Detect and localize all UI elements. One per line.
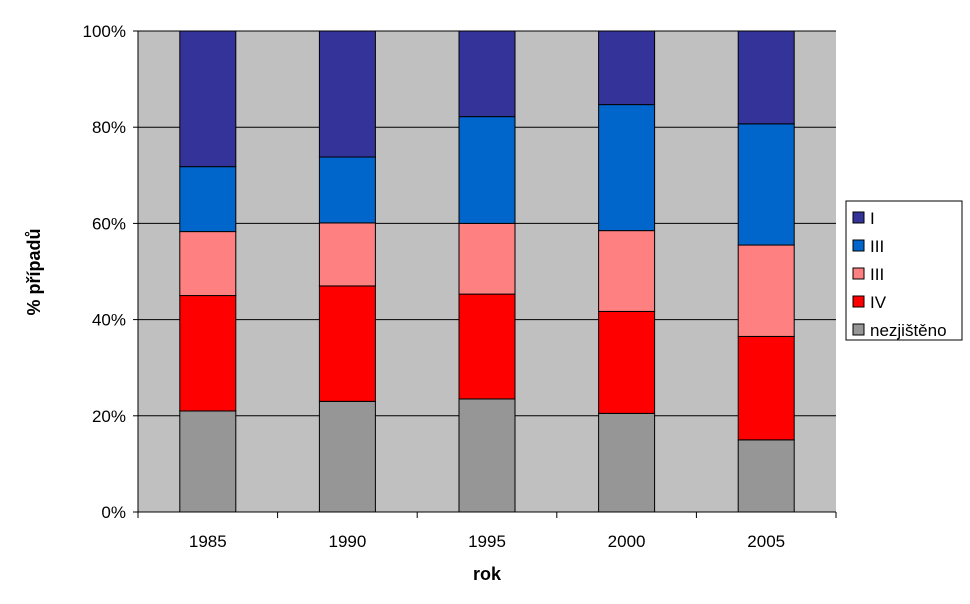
x-axis: 1985 1990 1995 2000 2005 [137, 511, 837, 551]
bar-segment [318, 222, 376, 287]
bar-segment [598, 230, 656, 312]
legend-label: nezjištěno [870, 321, 947, 340]
bar-segment [737, 335, 795, 441]
legend-box [845, 200, 963, 341]
y-tick-label: 0% [101, 503, 126, 522]
y-tick-label: 60% [92, 214, 126, 233]
bar-segment [179, 231, 237, 297]
bar-segment [458, 116, 516, 224]
bar-segment [737, 439, 795, 513]
bar-segment [598, 310, 656, 414]
legend-label: IV [870, 293, 887, 312]
x-tick-label: 1990 [328, 532, 366, 551]
y-tick-label: 100% [83, 22, 126, 41]
legend-label: III [870, 237, 884, 256]
bar-segment [737, 244, 795, 337]
bar-segment [458, 293, 516, 400]
bar-segment [598, 30, 656, 106]
bar-segment [318, 30, 376, 158]
bar-segment [179, 295, 237, 412]
legend-swatch [852, 295, 865, 308]
legend-swatch [852, 323, 865, 336]
x-tick-label: 1995 [468, 532, 506, 551]
y-tick-label: 20% [92, 407, 126, 426]
legend-label: III [870, 265, 884, 284]
bar-segment [179, 30, 237, 168]
y-tick-label: 40% [92, 311, 126, 330]
x-axis-title: rok [473, 564, 502, 584]
y-tick-label: 80% [92, 118, 126, 137]
bar-segment [737, 123, 795, 246]
bar-segment [458, 398, 516, 513]
bar-segment [318, 156, 376, 224]
bar-segment [598, 412, 656, 513]
x-tick-label: 1985 [189, 532, 227, 551]
legend-swatch [852, 239, 865, 252]
bar-segment [318, 400, 376, 513]
y-axis: 0% 20% 40% 60% 80% 100% [83, 22, 139, 522]
bar-segment [318, 285, 376, 402]
bar-segment [458, 30, 516, 118]
bar-segment [179, 410, 237, 513]
bar-segment [598, 104, 656, 232]
x-tick-label: 2005 [747, 532, 785, 551]
x-tick-label: 2000 [608, 532, 646, 551]
legend-swatch [852, 267, 865, 280]
y-axis-title: % případů [24, 228, 44, 315]
bar-segment [179, 166, 237, 233]
bar-segment [458, 222, 516, 295]
legend-swatch [852, 211, 865, 224]
plot-area [138, 30, 836, 513]
legend-label: I [870, 209, 875, 228]
bar-segment [737, 30, 795, 125]
